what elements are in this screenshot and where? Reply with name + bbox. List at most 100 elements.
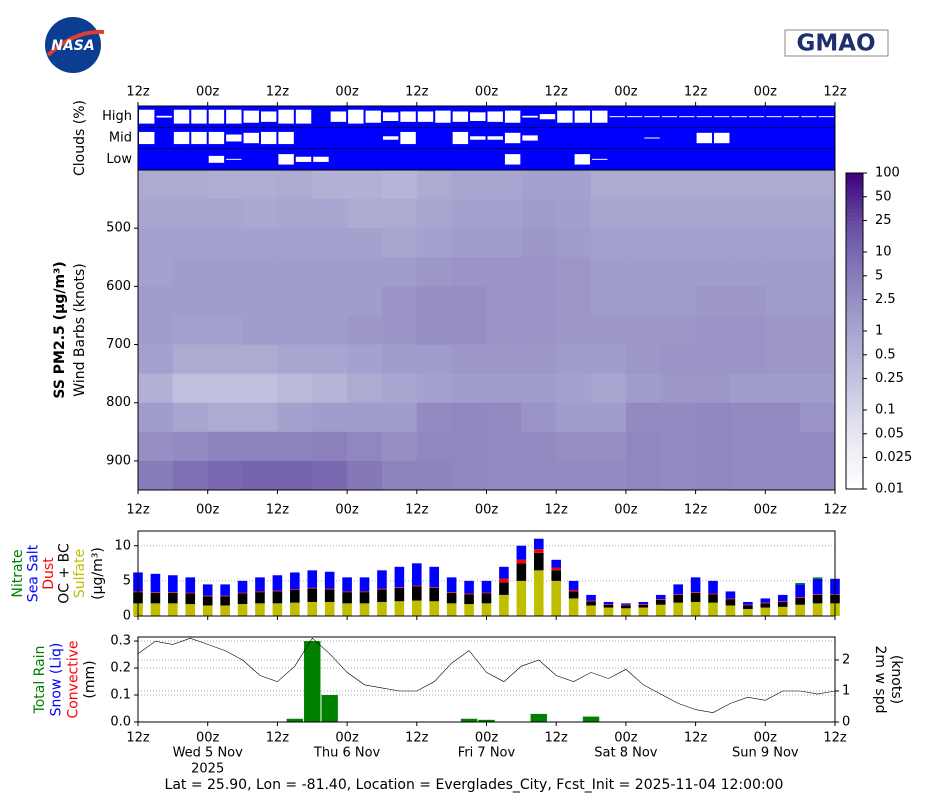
- stack-segment: [690, 601, 701, 616]
- colorbar-step: [846, 323, 863, 328]
- stack-segment: [324, 601, 335, 616]
- stack-segment: [673, 584, 683, 595]
- heat-cell: [381, 286, 418, 316]
- cloud-box: [539, 114, 556, 120]
- colorbar-step: [846, 271, 863, 277]
- cloud-box: [139, 109, 155, 124]
- heat-cell: [172, 257, 209, 287]
- cloud-box: [365, 110, 381, 123]
- heat-cell: [660, 199, 697, 229]
- stack-segment: [307, 588, 318, 602]
- y-axis-label: Sea Salt: [26, 544, 42, 602]
- heat-cell: [451, 460, 487, 491]
- colorbar-label: 0.1: [875, 403, 896, 418]
- colorbar-step: [846, 394, 863, 399]
- heat-cell: [556, 228, 592, 258]
- colorbar-step: [846, 338, 863, 344]
- stack-segment: [359, 603, 370, 616]
- y-tick-label: 10: [114, 538, 131, 553]
- cloud-box: [644, 137, 660, 139]
- stack-segment: [603, 601, 614, 605]
- stack-segment: [812, 577, 823, 579]
- x-tick-label: 12z: [405, 731, 429, 746]
- cloud-box: [382, 136, 399, 140]
- x-tick-label: 12z: [545, 503, 569, 518]
- heat-cell: [660, 286, 697, 316]
- heat-cell: [765, 344, 801, 375]
- colorbar-step: [846, 342, 863, 348]
- y-tick-label: 500: [106, 221, 131, 236]
- heat-cell: [416, 344, 453, 375]
- stack-segment: [342, 591, 352, 593]
- x-tick-label: 12z: [545, 731, 569, 746]
- stack-segment: [516, 563, 527, 581]
- stack-segment: [551, 567, 561, 571]
- y-tick-label: 800: [106, 395, 131, 410]
- stack-segment: [481, 580, 492, 593]
- heat-cell: [277, 373, 313, 404]
- heat-cell: [312, 344, 348, 375]
- nasa-swoosh: [46, 29, 105, 57]
- colorbar-label: 0.01: [875, 482, 904, 497]
- heat-cell: [486, 315, 522, 346]
- stack-segment: [377, 589, 387, 602]
- colorbar-step: [846, 429, 863, 435]
- stack-segment: [690, 577, 701, 593]
- cloud-box: [226, 109, 242, 124]
- y-tick-label: 0: [123, 609, 131, 624]
- heat-cell: [416, 199, 453, 229]
- heat-cell: [765, 460, 801, 491]
- heat-cell: [800, 228, 836, 258]
- colorbar-step: [846, 473, 863, 478]
- heat-cell: [172, 402, 209, 433]
- heat-cell: [800, 315, 836, 346]
- colorbar-step: [846, 291, 863, 296]
- cloud-row: [137, 105, 836, 128]
- cloud-box: [766, 116, 782, 118]
- heat-cell: [591, 286, 627, 316]
- y-axis-label: 2m w spd: [872, 646, 888, 714]
- stack-segment: [272, 590, 283, 592]
- stack-segment: [638, 607, 649, 616]
- colorbar-step: [846, 236, 863, 241]
- rain-bar: [321, 695, 338, 722]
- colorbar-step: [846, 220, 863, 225]
- cloud-box: [504, 154, 521, 165]
- colorbar-step: [846, 248, 863, 253]
- stack-segment: [464, 593, 474, 595]
- cloud-box: [714, 132, 730, 144]
- stack-segment: [272, 575, 283, 591]
- heat-cell: [347, 431, 383, 462]
- heat-cell: [625, 402, 662, 433]
- colorbar-label: 50: [875, 189, 892, 204]
- stack-segment: [533, 549, 544, 553]
- heat-cell: [591, 431, 627, 462]
- colorbar-step: [846, 433, 863, 439]
- colorbar-step: [846, 303, 863, 308]
- stack-segment: [272, 591, 283, 604]
- x-tick-label: 12z: [266, 85, 290, 100]
- heat-cell: [451, 286, 487, 316]
- stack-segment: [638, 604, 649, 605]
- stack-segment: [795, 582, 805, 585]
- heat-cell: [312, 431, 348, 462]
- heat-cell: [730, 315, 766, 346]
- cloud-box: [400, 111, 416, 122]
- heat-cell: [591, 344, 627, 375]
- stack-segment: [568, 598, 579, 616]
- cloud-box: [295, 156, 312, 162]
- heat-cell: [138, 402, 174, 433]
- stack-segment: [725, 599, 736, 606]
- heat-cell: [556, 257, 592, 287]
- heat-cell: [521, 402, 557, 433]
- stack-segment: [150, 592, 161, 593]
- heat-cell: [312, 228, 348, 258]
- heat-cell: [312, 257, 348, 287]
- x-tick-label: 12z: [405, 503, 429, 518]
- heat-cell: [172, 373, 209, 404]
- heat-cell: [625, 199, 662, 229]
- cloud-box: [487, 111, 503, 122]
- heat-cell: [312, 286, 348, 316]
- stack-segment: [586, 600, 596, 602]
- heat-cell: [242, 257, 278, 287]
